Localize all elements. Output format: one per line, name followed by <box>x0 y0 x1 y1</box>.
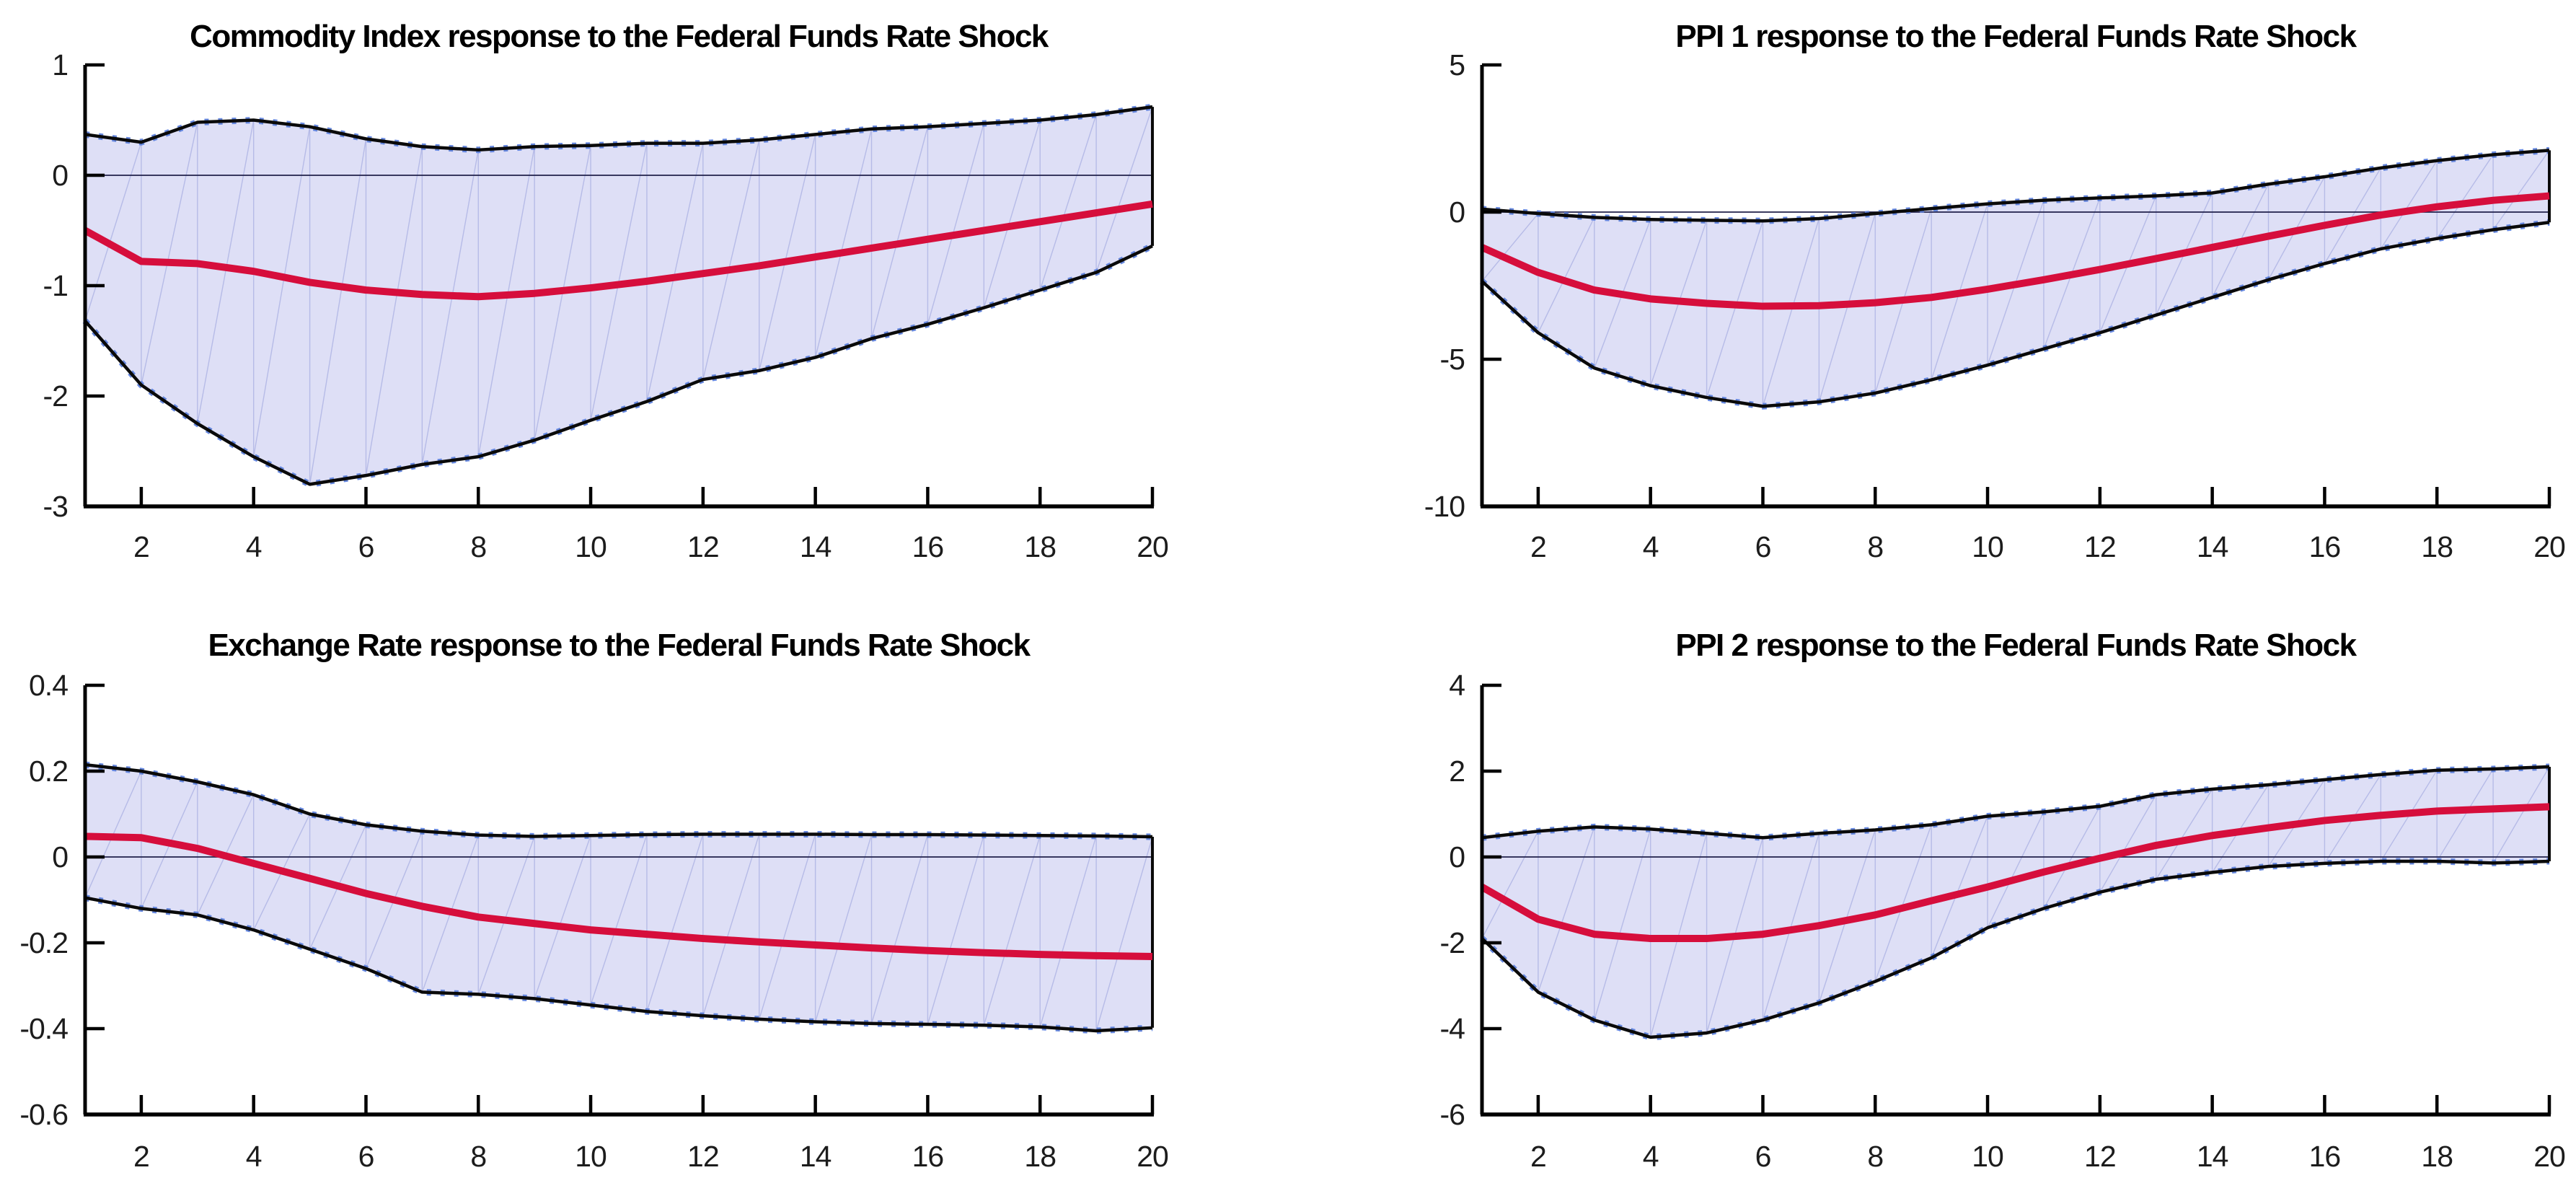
svg-text:-10: -10 <box>1424 490 1465 523</box>
svg-text:-1: -1 <box>43 269 68 302</box>
svg-text:6: 6 <box>358 1140 374 1173</box>
svg-text:10: 10 <box>1972 1140 2003 1173</box>
svg-text:6: 6 <box>358 530 374 563</box>
svg-text:2: 2 <box>133 530 149 563</box>
svg-text:16: 16 <box>912 530 944 563</box>
svg-text:18: 18 <box>1024 1140 1056 1173</box>
svg-text:4: 4 <box>1643 1140 1659 1173</box>
svg-text:-0.2: -0.2 <box>19 926 68 959</box>
chart-panel-ppi-1: 5 0 -5 -10 2 4 6 8 10 12 14 16 18 20 <box>1424 48 2566 563</box>
chart-panel-commodity-index: 10-1-2-32 4 6 8 10 12 14 16 18 20 <box>43 48 1169 563</box>
svg-text:4: 4 <box>1643 530 1659 563</box>
svg-text:0: 0 <box>52 840 68 874</box>
svg-text:0: 0 <box>1449 195 1465 229</box>
svg-text:5: 5 <box>1449 48 1465 82</box>
svg-text:2: 2 <box>1530 1140 1546 1173</box>
svg-text:4: 4 <box>246 1140 262 1173</box>
chart-title-ppi-2: PPI 2 response to the Federal Funds Rate… <box>1675 628 2357 663</box>
svg-text:-3: -3 <box>43 490 68 523</box>
svg-text:-0.4: -0.4 <box>19 1012 68 1045</box>
svg-text:10: 10 <box>575 530 606 563</box>
svg-text:18: 18 <box>2421 1140 2453 1173</box>
svg-text:8: 8 <box>470 530 486 563</box>
svg-text:-5: -5 <box>1440 343 1465 376</box>
svg-text:14: 14 <box>800 530 832 563</box>
svg-text:0: 0 <box>1449 840 1465 874</box>
chart-title-ppi-1: PPI 1 response to the Federal Funds Rate… <box>1675 19 2357 54</box>
svg-text:12: 12 <box>687 530 719 563</box>
svg-text:2: 2 <box>1449 755 1465 788</box>
svg-text:2: 2 <box>133 1140 149 1173</box>
svg-text:14: 14 <box>800 1140 832 1173</box>
svg-text:16: 16 <box>912 1140 944 1173</box>
svg-text:0.2: 0.2 <box>29 755 68 788</box>
svg-text:4: 4 <box>246 530 262 563</box>
svg-text:20: 20 <box>2533 1140 2565 1173</box>
svg-text:12: 12 <box>687 1140 719 1173</box>
svg-text:20: 20 <box>2533 530 2565 563</box>
chart-title-commodity-index: Commodity Index response to the Federal … <box>190 19 1049 54</box>
svg-text:10: 10 <box>1972 530 2003 563</box>
svg-text:18: 18 <box>2421 530 2453 563</box>
svg-text:16: 16 <box>2309 530 2341 563</box>
svg-text:0.4: 0.4 <box>29 669 68 702</box>
chart-panel-exchange-rate: 0.4 0.2 0 -0.2 -0.4 -0.6 2 4 6 8 10 12 14 16 18 20 <box>19 669 1169 1173</box>
svg-text:-4: -4 <box>1440 1012 1465 1045</box>
svg-text:12: 12 <box>2084 1140 2116 1173</box>
svg-text:2: 2 <box>1530 530 1546 563</box>
svg-text:6: 6 <box>1755 530 1771 563</box>
svg-text:-0.6: -0.6 <box>19 1098 68 1131</box>
svg-text:-2: -2 <box>1440 926 1465 959</box>
svg-text:-2: -2 <box>43 379 68 413</box>
svg-text:8: 8 <box>1867 530 1883 563</box>
svg-text:6: 6 <box>1755 1140 1771 1173</box>
svg-text:14: 14 <box>2197 530 2228 563</box>
svg-text:4: 4 <box>1449 669 1465 702</box>
chart-panel-ppi-2: 420-2-4-62 4 6 8 10 12 14 16 18 20 <box>1440 669 2566 1173</box>
svg-text:8: 8 <box>1867 1140 1883 1173</box>
svg-text:1: 1 <box>52 48 68 82</box>
svg-text:8: 8 <box>470 1140 486 1173</box>
svg-text:16: 16 <box>2309 1140 2341 1173</box>
svg-text:10: 10 <box>575 1140 606 1173</box>
svg-text:20: 20 <box>1137 530 1168 563</box>
svg-text:14: 14 <box>2197 1140 2228 1173</box>
chart-title-exchange-rate: Exchange Rate response to the Federal Fu… <box>208 628 1031 663</box>
svg-text:0: 0 <box>52 159 68 192</box>
svg-text:20: 20 <box>1137 1140 1168 1173</box>
svg-text:-6: -6 <box>1440 1098 1465 1131</box>
svg-text:12: 12 <box>2084 530 2116 563</box>
svg-text:18: 18 <box>1024 530 1056 563</box>
